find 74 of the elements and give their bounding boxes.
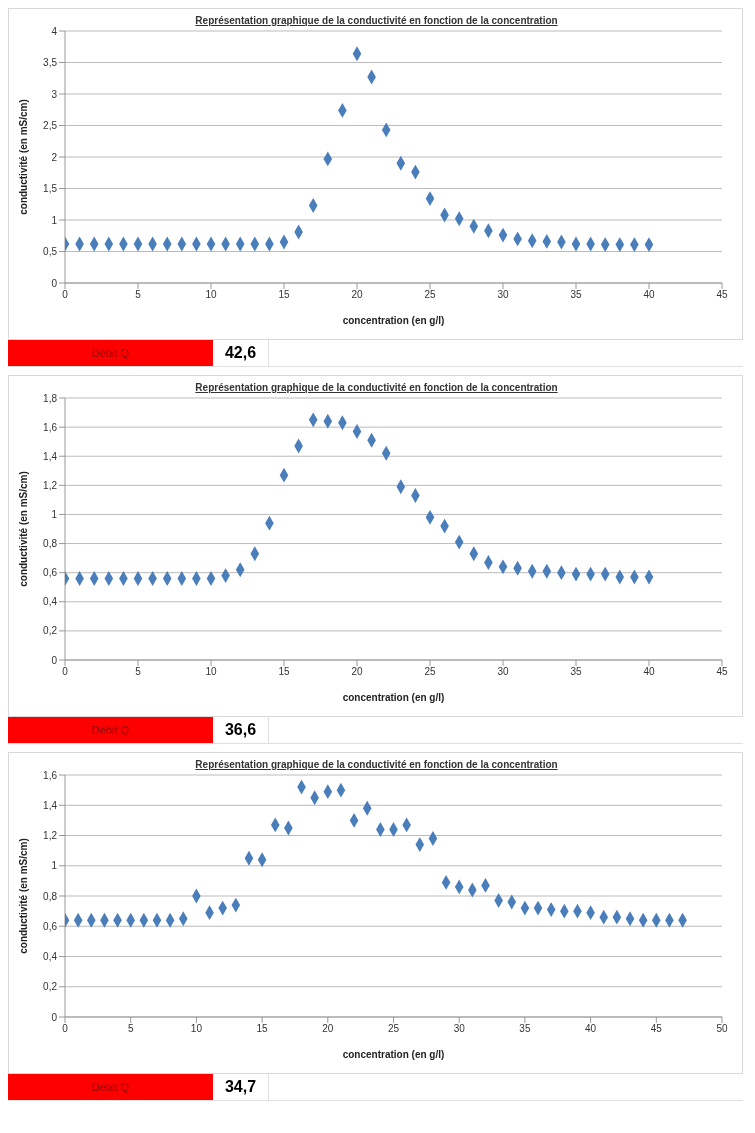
text: Débit Q — [8, 717, 213, 743]
y-tick-label: 1,4 — [43, 450, 58, 462]
x-tick-label: 25 — [387, 1023, 400, 1035]
y-tick-label: 1 — [51, 214, 58, 226]
text: Débit Q — [8, 340, 213, 366]
y-tick-label: 3 — [51, 88, 58, 100]
y-tick-label: 1,4 — [43, 799, 58, 811]
x-axis-title: concentration (en g/l) — [342, 315, 445, 327]
chart-title: Représentation graphique de la conductivité en fonction de la concentration — [194, 759, 559, 770]
y-tick-label: 0,4 — [43, 596, 58, 608]
x-axis-title: concentration (en g/l) — [342, 692, 445, 704]
x-tick-label: 0 — [62, 289, 69, 301]
y-tick-label: 0,4 — [43, 951, 58, 963]
x-tick-label: 40 — [643, 666, 655, 678]
x-tick-label: 0 — [62, 1023, 69, 1035]
x-tick-label: 35 — [570, 289, 582, 301]
y-tick-label: 1 — [51, 860, 58, 872]
chart-title: Représentation graphique de la conductivité en fonction de la concentration — [194, 15, 559, 26]
x-tick-label: 5 — [127, 1023, 134, 1035]
y-tick-label: 1,2 — [43, 830, 58, 842]
x-tick-label: 30 — [453, 1023, 466, 1035]
text: 34,7 — [213, 1074, 269, 1100]
x-tick-label: 25 — [424, 289, 436, 301]
x-tick-label: 45 — [650, 1023, 663, 1035]
y-tick-label: 0,8 — [43, 890, 58, 902]
x-axis-title: concentration (en g/l) — [342, 1049, 445, 1061]
y-tick-label: 0 — [51, 277, 58, 289]
y-tick-label: 1,6 — [43, 769, 58, 781]
y-tick-label: 0,8 — [43, 538, 58, 550]
x-tick-label: 10 — [205, 666, 217, 678]
text: 36,6 — [213, 717, 269, 743]
x-tick-label: 50 — [716, 1023, 728, 1035]
y-axis-title: conductivité (en mS/cm) — [17, 838, 29, 954]
x-tick-label: 45 — [716, 289, 728, 301]
x-tick-label: 15 — [278, 666, 290, 678]
y-axis-title: conductivité (en mS/cm) — [17, 99, 29, 215]
y-tick-label: 0,2 — [43, 981, 58, 993]
x-tick-label: 40 — [585, 1023, 597, 1035]
x-tick-label: 20 — [322, 1023, 334, 1035]
x-tick-label: 35 — [519, 1023, 531, 1035]
x-tick-label: 10 — [190, 1023, 203, 1035]
x-tick-label: 15 — [256, 1023, 269, 1035]
y-tick-label: 0 — [51, 1011, 58, 1023]
y-tick-label: 0,5 — [43, 246, 58, 258]
x-tick-label: 5 — [135, 289, 142, 301]
y-tick-label: 0,2 — [43, 625, 58, 637]
y-tick-label: 3,5 — [43, 57, 58, 69]
y-tick-label: 2,5 — [43, 120, 58, 132]
x-tick-label: 20 — [351, 289, 363, 301]
y-tick-label: 0 — [51, 654, 58, 666]
text: 42,6 — [213, 340, 269, 366]
x-tick-label: 30 — [497, 666, 509, 678]
x-tick-label: 20 — [351, 666, 363, 678]
y-tick-label: 4 — [51, 25, 58, 37]
y-axis-title: conductivité (en mS/cm) — [17, 471, 29, 587]
chart-title: Représentation graphique de la conductivité en fonction de la concentration — [194, 382, 559, 393]
x-tick-label: 0 — [62, 666, 69, 678]
x-tick-label: 10 — [205, 289, 217, 301]
y-tick-label: 1,8 — [43, 392, 58, 404]
y-tick-label: 1 — [51, 508, 58, 520]
x-tick-label: 15 — [278, 289, 290, 301]
x-tick-label: 45 — [716, 666, 728, 678]
y-tick-label: 1,6 — [43, 421, 58, 433]
x-tick-label: 5 — [135, 666, 142, 678]
x-tick-label: 30 — [497, 289, 509, 301]
y-tick-label: 1,5 — [43, 183, 58, 195]
y-tick-label: 2 — [51, 151, 58, 163]
y-tick-label: 0,6 — [43, 567, 58, 579]
y-tick-label: 0,6 — [43, 920, 58, 932]
y-tick-label: 1,2 — [43, 479, 58, 491]
x-tick-label: 25 — [424, 666, 436, 678]
text: Débit Q — [8, 1074, 213, 1100]
x-tick-label: 35 — [570, 666, 582, 678]
x-tick-label: 40 — [643, 289, 655, 301]
